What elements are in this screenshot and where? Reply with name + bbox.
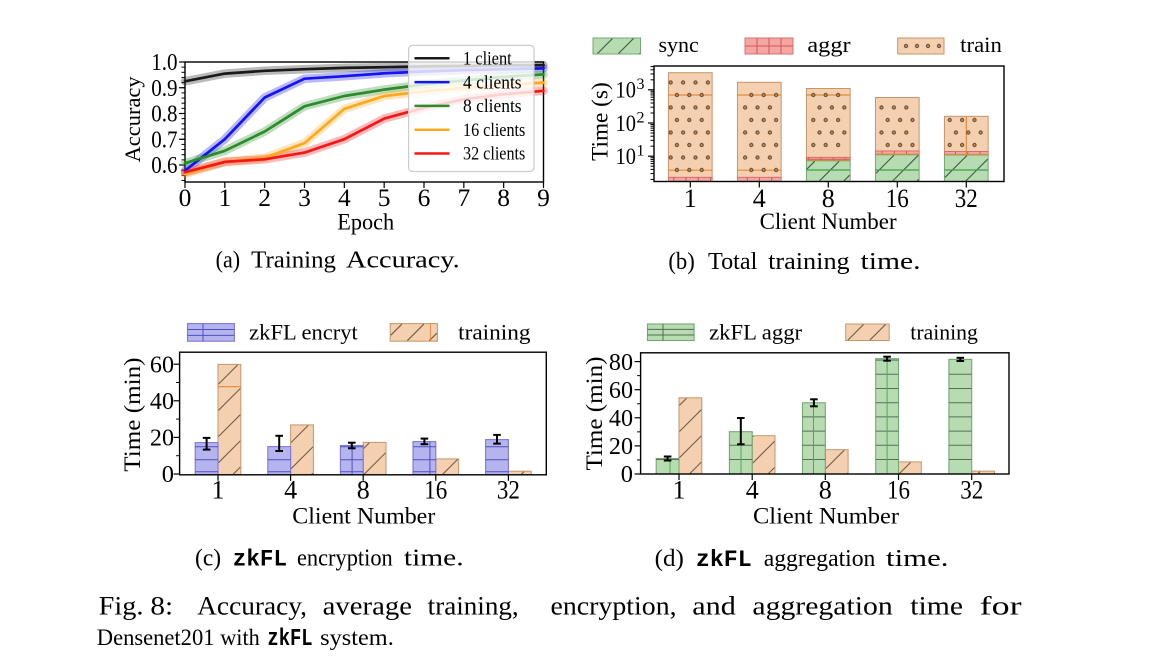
svg-text:2: 2 (258, 183, 271, 212)
svg-text:encryption,: encryption, (551, 592, 677, 621)
svg-text:40: 40 (609, 405, 633, 432)
svg-text:aggr: aggr (807, 32, 851, 57)
svg-text:4: 4 (753, 184, 766, 213)
svg-text:(a): (a) (216, 246, 241, 273)
svg-text:Fig.: Fig. (99, 592, 144, 621)
svg-text:20: 20 (150, 425, 174, 452)
svg-text:1: 1 (212, 476, 225, 505)
svg-text:8:: 8: (150, 592, 173, 621)
svg-text:1: 1 (637, 143, 645, 160)
svg-text:Client Number: Client Number (753, 504, 899, 529)
svg-text:1.0: 1.0 (151, 49, 177, 76)
svg-text:20: 20 (609, 433, 633, 460)
svg-text:7: 7 (457, 183, 470, 212)
svg-text:4: 4 (338, 183, 351, 212)
svg-text:time.: time. (861, 248, 921, 275)
svg-text:(c): (c) (195, 545, 221, 572)
svg-text:60: 60 (609, 377, 633, 404)
svg-text:0: 0 (179, 183, 192, 212)
svg-text:5: 5 (378, 183, 391, 212)
svg-text:zkFL encryt: zkFL encryt (249, 320, 358, 345)
svg-text:Client Number: Client Number (760, 209, 897, 234)
svg-text:(d): (d) (655, 545, 684, 572)
svg-text:with: with (220, 625, 260, 651)
svg-text:32: 32 (497, 476, 520, 505)
svg-text:32: 32 (955, 184, 978, 213)
svg-text:4: 4 (284, 476, 297, 505)
svg-text:aggregation: aggregation (752, 592, 892, 621)
svg-text:Epoch: Epoch (337, 210, 394, 236)
svg-text:80: 80 (609, 349, 633, 376)
svg-text:32 clients: 32 clients (463, 145, 525, 165)
svg-text:3: 3 (637, 76, 645, 93)
svg-text:6: 6 (418, 183, 431, 212)
svg-text:training,: training, (428, 592, 519, 621)
svg-text:zkFL aggr: zkFL aggr (709, 320, 803, 345)
svg-text:Training: Training (251, 246, 336, 273)
svg-text:Time (s): Time (s) (588, 82, 614, 161)
svg-text:4: 4 (746, 476, 759, 505)
svg-text:3: 3 (298, 183, 311, 212)
svg-text:time: time (910, 592, 963, 621)
svg-text:16: 16 (887, 476, 910, 505)
svg-text:60: 60 (150, 351, 174, 378)
svg-text:training: training (768, 248, 850, 275)
svg-text:Accuracy: Accuracy (120, 76, 145, 162)
svg-text:2: 2 (637, 109, 645, 126)
svg-text:Client Number: Client Number (292, 504, 435, 529)
svg-text:40: 40 (150, 388, 174, 415)
svg-text:1: 1 (218, 183, 231, 212)
svg-text:0.6: 0.6 (151, 152, 177, 179)
svg-text:8: 8 (822, 184, 835, 213)
svg-text:10: 10 (616, 144, 636, 170)
svg-text:0: 0 (621, 461, 633, 488)
svg-text:8: 8 (357, 476, 370, 505)
svg-text:time.: time. (886, 545, 949, 572)
svg-text:zkFL: zkFL (267, 626, 312, 653)
svg-text:9: 9 (537, 183, 550, 212)
svg-text:16: 16 (424, 476, 447, 505)
svg-text:for: for (980, 592, 1022, 621)
svg-text:8 clients: 8 clients (463, 97, 522, 117)
svg-text:zkFL: zkFL (696, 547, 752, 573)
svg-text:Accuracy,: Accuracy, (197, 592, 307, 621)
svg-text:time.: time. (404, 545, 464, 572)
svg-text:Total: Total (708, 248, 757, 275)
svg-text:(b): (b) (668, 248, 694, 275)
svg-text:sync: sync (659, 32, 700, 57)
svg-text:0: 0 (162, 461, 174, 488)
svg-text:0.7: 0.7 (151, 126, 177, 153)
svg-text:average: average (323, 592, 412, 621)
svg-text:training: training (458, 320, 530, 345)
svg-text:train: train (960, 32, 1002, 57)
svg-text:1: 1 (673, 476, 686, 505)
svg-text:8: 8 (819, 476, 832, 505)
svg-text:system.: system. (320, 625, 394, 651)
svg-text:0.9: 0.9 (151, 75, 177, 102)
svg-text:Accuracy.: Accuracy. (346, 246, 460, 273)
svg-text:Time (min): Time (min) (582, 357, 608, 471)
svg-text:training: training (910, 320, 978, 345)
svg-text:1: 1 (684, 184, 697, 213)
svg-text:16: 16 (886, 184, 909, 213)
svg-text:zkFL: zkFL (233, 547, 287, 573)
svg-text:0.8: 0.8 (151, 101, 177, 128)
svg-text:Densenet201: Densenet201 (97, 625, 215, 651)
svg-text:encryption: encryption (297, 545, 393, 572)
svg-text:10: 10 (616, 111, 636, 137)
svg-text:1 client: 1 client (463, 50, 512, 70)
svg-text:aggregation: aggregation (764, 545, 876, 572)
svg-text:32: 32 (960, 476, 983, 505)
svg-text:and: and (692, 592, 736, 621)
svg-text:Time (min): Time (min) (120, 357, 146, 471)
svg-text:8: 8 (497, 183, 510, 212)
svg-text:4 clients: 4 clients (463, 73, 522, 93)
svg-text:10: 10 (616, 78, 636, 104)
svg-text:16 clients: 16 clients (463, 121, 525, 141)
